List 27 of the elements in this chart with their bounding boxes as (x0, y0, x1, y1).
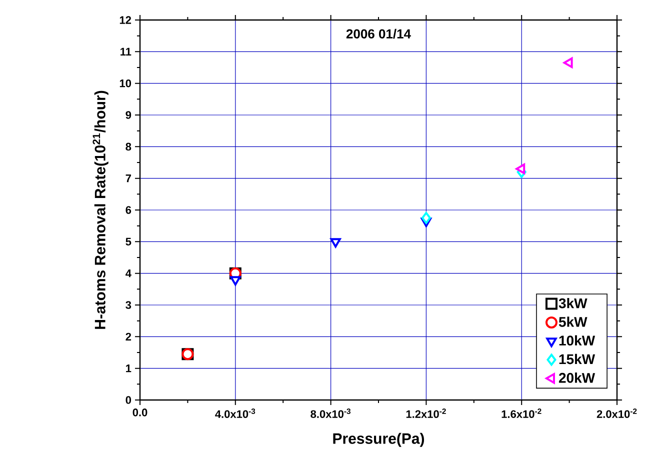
x-tick-label: 1.6x10$^{-2}$ (502, 408, 542, 418)
x-axis-title: Pressure(Pa) (333, 432, 424, 447)
y-tick-label: 11 (120, 48, 132, 56)
legend-label: 10kW (559, 335, 596, 346)
y-tick-label: 7 (126, 174, 131, 182)
y-tick-label: 12 (120, 16, 132, 24)
y-tick-label: 9 (126, 111, 132, 119)
x-tick-label: 2.0x10$^{-2}$ (596, 408, 637, 418)
legend-label: 20kW (558, 372, 596, 383)
y-tick-label: 5 (126, 238, 132, 246)
y-axis-title: H-atoms Removal Rate(10$^{21}$/hour) (92, 90, 108, 329)
x-tick-label: 8.0x10$^{-3}$ (310, 408, 351, 418)
y-tick-label: 2 (126, 332, 132, 341)
y-tick-label: 3 (126, 301, 132, 309)
x-tick-label: 4.0x10$^{-3}$ (215, 408, 256, 418)
y-tick-label: 0 (126, 396, 132, 404)
y-tick-label: 6 (126, 206, 132, 214)
x-tick-label: 0.0 (132, 408, 148, 416)
y-tick-label: 10 (120, 79, 132, 88)
legend-label: 5kW (558, 316, 588, 327)
y-tick-label: 4 (126, 270, 132, 278)
legend-label: 15kW (559, 354, 596, 364)
y-tick-label: 1 (126, 364, 132, 372)
x-tick-label: 1.2x10$^{-2}$ (406, 408, 446, 418)
legend-label: 3kW (558, 298, 588, 308)
y-tick-label: 8 (126, 142, 132, 151)
text: 2006 01/14 (346, 28, 411, 39)
